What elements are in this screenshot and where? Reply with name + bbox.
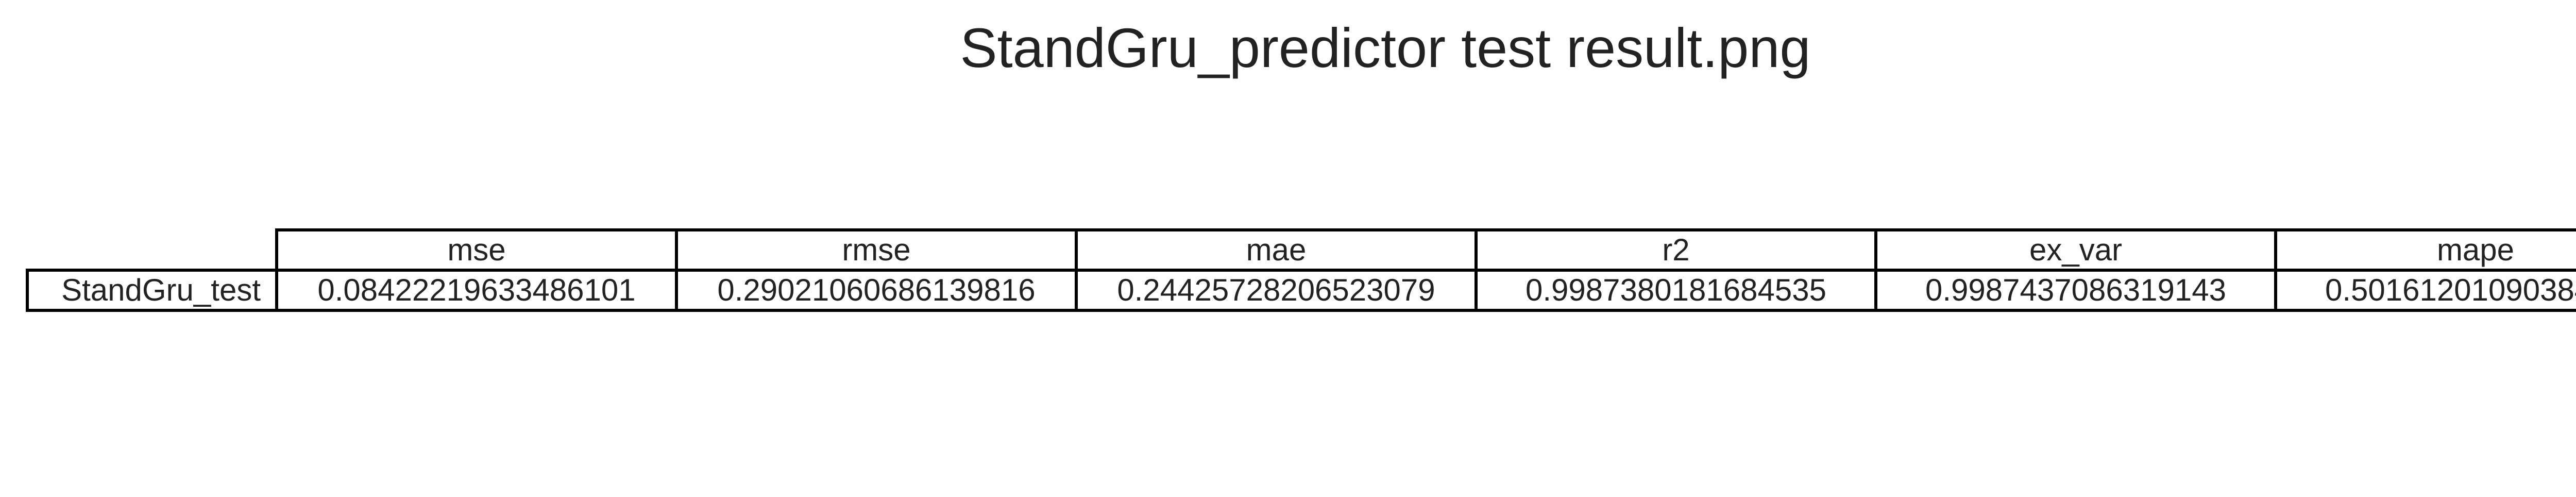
cell-rmse: 0.29021060686139816	[675, 269, 1078, 312]
cell-mae: 0.24425728206523079	[1075, 269, 1478, 312]
column-header-ex-var: ex_var	[1874, 228, 2277, 272]
table-corner-cell	[27, 230, 277, 270]
cell-ex-var: 0.9987437086319143	[1874, 269, 2277, 312]
chart-title: StandGru_predictor test result.png	[960, 16, 1811, 79]
table-header-row: mse rmse mae r2 ex_var mape	[27, 228, 2576, 272]
column-header-mae: mae	[1075, 228, 1478, 272]
table-row: StandGru_test 0.08422219633486101 0.2902…	[26, 269, 2576, 312]
results-table: mse rmse mae r2 ex_var mape StandGru_tes…	[26, 228, 2576, 312]
row-label: StandGru_test	[26, 269, 278, 312]
column-header-mse: mse	[275, 228, 678, 272]
cell-mape: 0.5016120109038416	[2274, 269, 2576, 312]
cell-mse: 0.08422219633486101	[275, 269, 678, 312]
cell-r2: 0.9987380181684535	[1475, 269, 1877, 312]
column-header-rmse: rmse	[675, 228, 1078, 272]
results-table-container: mse rmse mae r2 ex_var mape StandGru_tes…	[26, 228, 2576, 312]
column-header-r2: r2	[1475, 228, 1877, 272]
column-header-mape: mape	[2274, 228, 2576, 272]
